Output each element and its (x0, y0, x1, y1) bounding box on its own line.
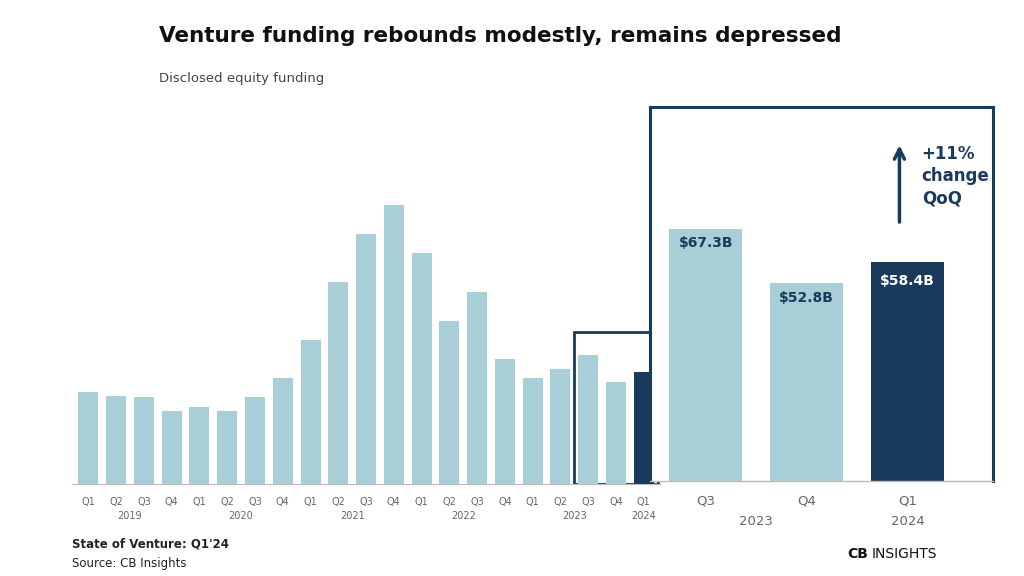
Text: $52.8B: $52.8B (779, 291, 835, 305)
FancyBboxPatch shape (105, 23, 136, 50)
Text: Q3: Q3 (359, 497, 373, 507)
Text: Venture funding rebounds modestly, remains depressed: Venture funding rebounds modestly, remai… (159, 26, 842, 46)
Text: $67.3B: $67.3B (679, 237, 733, 251)
FancyBboxPatch shape (821, 555, 831, 567)
Bar (106, 396, 126, 484)
Bar (495, 359, 515, 484)
Text: Q4: Q4 (609, 497, 623, 507)
Text: 2023: 2023 (562, 511, 587, 521)
Text: 2023: 2023 (739, 515, 773, 528)
Text: 2021: 2021 (340, 511, 365, 521)
Bar (770, 283, 843, 481)
Bar (606, 382, 626, 484)
Text: Q3: Q3 (137, 497, 151, 507)
Bar (606, 382, 626, 484)
Bar (134, 397, 154, 484)
Bar (189, 407, 210, 484)
Text: Q4: Q4 (498, 497, 512, 507)
Text: Q2: Q2 (332, 497, 345, 507)
Bar (79, 392, 98, 484)
Text: Q3: Q3 (470, 497, 484, 507)
Text: State of Venture: Q1'24: State of Venture: Q1'24 (72, 537, 228, 550)
Text: 2024: 2024 (632, 511, 656, 521)
Bar (522, 378, 543, 484)
Bar (217, 411, 238, 484)
Bar (467, 292, 487, 484)
Text: Q1: Q1 (898, 494, 918, 507)
Text: Q1: Q1 (526, 497, 540, 507)
Text: $58.4B: $58.4B (880, 274, 935, 287)
Text: 2024: 2024 (891, 515, 925, 528)
Text: Q4: Q4 (387, 497, 400, 507)
FancyBboxPatch shape (833, 555, 843, 567)
Text: Q1: Q1 (637, 497, 650, 507)
Text: Q3: Q3 (582, 497, 595, 507)
Bar (412, 253, 432, 484)
Text: Q2: Q2 (110, 497, 123, 507)
Text: Q3: Q3 (248, 497, 262, 507)
Text: Q4: Q4 (275, 497, 290, 507)
Bar (245, 397, 265, 484)
Bar (384, 206, 403, 484)
Text: CB: CB (847, 547, 867, 561)
Text: Q1: Q1 (304, 497, 317, 507)
Text: Q1: Q1 (193, 497, 206, 507)
Text: INSIGHTS: INSIGHTS (871, 547, 937, 561)
FancyBboxPatch shape (833, 541, 843, 554)
Bar (551, 369, 570, 484)
Bar (579, 355, 598, 484)
Bar (162, 411, 181, 484)
Bar (300, 340, 321, 484)
Text: Q2: Q2 (442, 497, 457, 507)
Text: Q2: Q2 (220, 497, 234, 507)
Text: 2020: 2020 (228, 511, 254, 521)
FancyBboxPatch shape (74, 51, 104, 78)
Bar (272, 378, 293, 484)
FancyBboxPatch shape (105, 51, 136, 78)
Text: Source: CB Insights: Source: CB Insights (72, 557, 186, 570)
FancyBboxPatch shape (74, 23, 104, 50)
Bar (634, 372, 653, 484)
Text: Q3: Q3 (696, 494, 715, 507)
Bar (579, 355, 598, 484)
Bar (439, 321, 460, 484)
Bar (356, 234, 376, 484)
FancyBboxPatch shape (821, 541, 831, 554)
Text: +11%
change
QoQ: +11% change QoQ (922, 145, 989, 207)
Text: 2022: 2022 (451, 511, 476, 521)
Bar (871, 262, 944, 481)
Text: Q4: Q4 (798, 494, 816, 507)
Text: Q4: Q4 (165, 497, 178, 507)
Bar (574, 332, 657, 484)
Text: Q2: Q2 (554, 497, 567, 507)
Bar (670, 229, 742, 481)
Text: Q1: Q1 (415, 497, 428, 507)
Text: 2019: 2019 (118, 511, 142, 521)
Text: Disclosed equity funding: Disclosed equity funding (159, 72, 324, 85)
Text: Q1: Q1 (82, 497, 95, 507)
Bar (329, 282, 348, 484)
Bar (634, 372, 653, 484)
